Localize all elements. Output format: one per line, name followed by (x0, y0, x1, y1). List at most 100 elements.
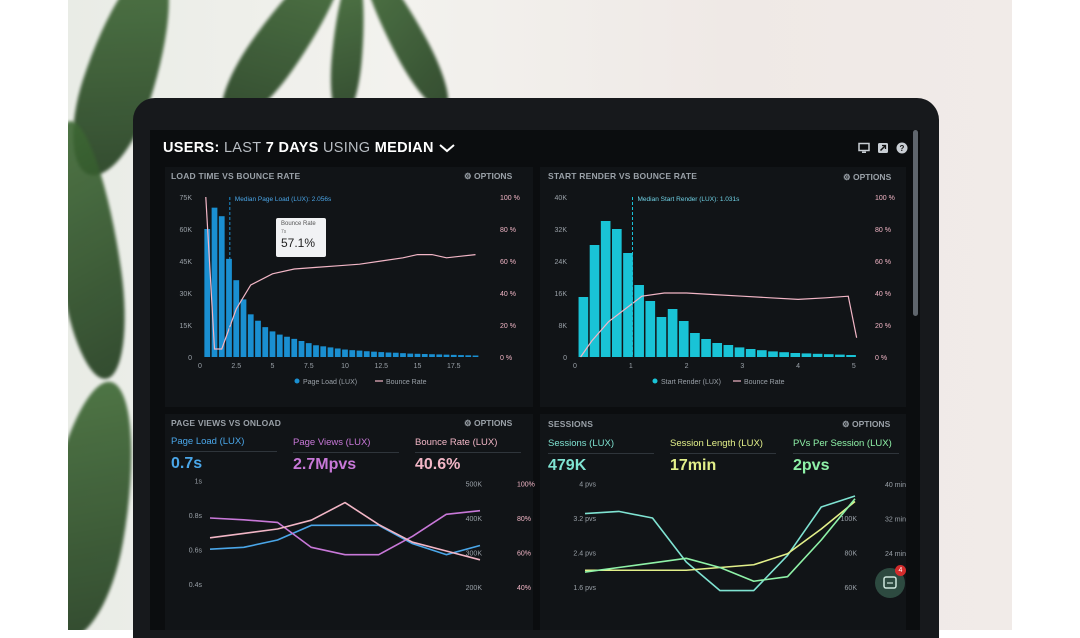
legend-dot (294, 378, 300, 384)
stat-value-session-length: 17min (670, 457, 717, 474)
bar (429, 354, 435, 357)
bar (334, 348, 341, 357)
bar (465, 355, 472, 357)
axis-tick-label: 3.2 pvs (573, 516, 596, 523)
stat-label-bounce-rate: Bounce Rate (LUX) (415, 437, 498, 448)
bar (363, 351, 370, 357)
y-tick-label: 0 (563, 355, 567, 362)
series-line (584, 498, 856, 583)
bar (578, 297, 589, 357)
y2-tick-label: 80 % (875, 227, 891, 234)
series-line (209, 509, 481, 556)
series-line (584, 495, 856, 592)
stat-value-page-views: 2.7Mpvs (293, 456, 357, 473)
bar (667, 309, 678, 357)
stat-value-bounce-rate: 40.6% (415, 456, 461, 473)
axis-tick-label: 0.4s (189, 582, 203, 589)
bar (450, 354, 457, 357)
bar (690, 333, 700, 357)
bar (356, 350, 363, 357)
svg-text:?: ? (900, 144, 905, 153)
bar (262, 327, 269, 357)
y2-tick-label: 40 % (875, 291, 891, 298)
axis-tick-label: 100K (841, 516, 858, 523)
x-tick-label: 2.5 (231, 363, 241, 370)
options-button[interactable]: ⚙ OPTIONS (842, 419, 891, 429)
bar (349, 350, 356, 357)
options-button[interactable]: ⚙ OPTIONS (464, 171, 513, 181)
monitor-icon[interactable] (858, 142, 870, 154)
legend-label: Start Render (LUX) (661, 379, 721, 386)
x-tick-label: 5 (271, 363, 275, 370)
bar (414, 353, 421, 357)
x-tick-label: 4 (796, 363, 800, 370)
dashboard-title[interactable]: USERS: LAST 7 DAYS USING MEDIAN (163, 140, 456, 156)
axis-tick-label: 24 min (885, 551, 906, 558)
chevron-down-icon[interactable] (438, 143, 456, 153)
notification-badge: 4 (895, 565, 906, 576)
series-line (209, 524, 481, 556)
axis-tick-label: 400K (466, 516, 483, 523)
options-button[interactable]: ⚙ OPTIONS (464, 418, 513, 428)
bar (835, 354, 845, 357)
page-views-chart: 0.4s 0.6s 0.8s 1s 200K 300K 400K 500K 40% 60% 80% 1… (189, 479, 535, 593)
y-tick-label: 8K (558, 323, 567, 330)
chat-button[interactable] (875, 568, 905, 598)
bar (291, 338, 298, 357)
tooltip-title: Bounce Rate (281, 221, 316, 227)
bar (276, 334, 283, 357)
bar (211, 207, 218, 357)
x-tick-label: 2 (685, 363, 689, 370)
y-tick-label: 75K (180, 195, 193, 202)
legend-dot (652, 378, 658, 384)
bar (678, 321, 689, 357)
bar (745, 349, 756, 357)
axis-tick-label: 1.6 pvs (573, 585, 596, 592)
y2-tick-label: 100 % (875, 195, 895, 202)
bar (823, 354, 834, 357)
axis-tick-label: 40 min (885, 482, 906, 489)
stat-value-sessions: 479K (548, 457, 587, 474)
y2-tick-label: 60 % (500, 259, 516, 266)
stat-label-page-load: Page Load (LUX) (171, 436, 245, 447)
y2-tick-label: 40 % (500, 291, 516, 298)
axis-tick-label: 40% (517, 585, 531, 592)
scrollbar[interactable] (913, 130, 918, 316)
x-tick-label: 0 (573, 363, 577, 370)
bar (421, 354, 428, 357)
x-tick-label: 1 (629, 363, 633, 370)
axis-tick-label: 4 pvs (579, 482, 596, 489)
bar (634, 285, 644, 357)
divider (793, 453, 899, 454)
x-tick-label: 10 (341, 363, 349, 370)
y2-tick-label: 0 % (875, 355, 887, 362)
axis-tick-label: 1s (195, 479, 203, 486)
y-tick-label: 16K (555, 291, 568, 298)
bar (240, 299, 247, 357)
tooltip-sub: 7s (281, 229, 287, 235)
bar (284, 336, 290, 357)
page-views-panel (165, 414, 533, 630)
bar (779, 352, 789, 357)
dashboard-screen: USERS: LAST 7 DAYS USING MEDIAN ? LOAD T… (150, 130, 920, 630)
bar (790, 353, 801, 357)
bar (812, 353, 823, 357)
options-button[interactable]: ⚙ OPTIONS (843, 172, 892, 182)
bar (846, 355, 856, 357)
bar (436, 354, 443, 357)
axis-tick-label: 80K (845, 551, 858, 558)
x-tick-label: 0 (198, 363, 202, 370)
load-time-chart: 0 15K 30K 45K 60K 75K 0 % 20 % 40 % 60 % 80 % 100 %… (180, 195, 520, 386)
bar (305, 343, 312, 357)
bar (656, 317, 667, 357)
y2-tick-label: 60 % (875, 259, 891, 266)
start-render-chart: 0 8K 16K 24K 32K 40K 0 % 20 % 40 % 60 % 80 % 100 % 0… (555, 195, 895, 386)
bar (371, 351, 377, 357)
bar (757, 350, 767, 357)
help-icon[interactable]: ? (896, 142, 908, 154)
bar (443, 354, 450, 357)
median-marker-label: Median Page Load (LUX): 2.056s (235, 196, 332, 203)
median-marker-label: Median Start Render (LUX): 1.031s (637, 196, 740, 203)
bar (392, 352, 399, 357)
share-icon[interactable] (877, 142, 889, 154)
